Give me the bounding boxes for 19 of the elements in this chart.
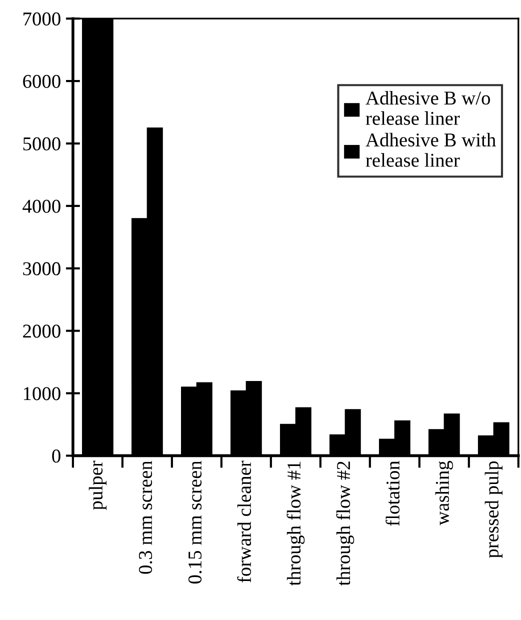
x-tick-label: pressed pulp bbox=[484, 461, 502, 558]
x-tick-label: forward cleaner bbox=[237, 460, 252, 582]
legend-label: Adhesive B w/o release liner bbox=[366, 90, 490, 125]
y-tick-label: 4000 bbox=[22, 200, 60, 213]
x-tick-label: pulper bbox=[88, 460, 107, 510]
y-tick-label: 7000 bbox=[24, 12, 60, 26]
x-tick-label: 0.15 mm screen bbox=[188, 460, 202, 584]
legend-label: Adhesive B with release liner bbox=[366, 132, 496, 167]
y-tick-label: 2000 bbox=[23, 324, 60, 338]
x-tick-label: flotation bbox=[386, 460, 400, 526]
x-tick-label: through flow #2 bbox=[336, 462, 354, 586]
y-tick-label: 1000 bbox=[24, 387, 60, 400]
x-tick-label: 0.3 mm screen bbox=[138, 460, 152, 574]
y-tick-label: 3000 bbox=[23, 262, 60, 276]
y-tick-label: 6000 bbox=[23, 74, 60, 88]
y-tick-label: 0 bbox=[52, 450, 60, 463]
y-tick-label: 5000 bbox=[23, 137, 60, 150]
x-tick-label: washing bbox=[435, 460, 453, 526]
x-tick-label: through flow #1 bbox=[286, 462, 305, 586]
